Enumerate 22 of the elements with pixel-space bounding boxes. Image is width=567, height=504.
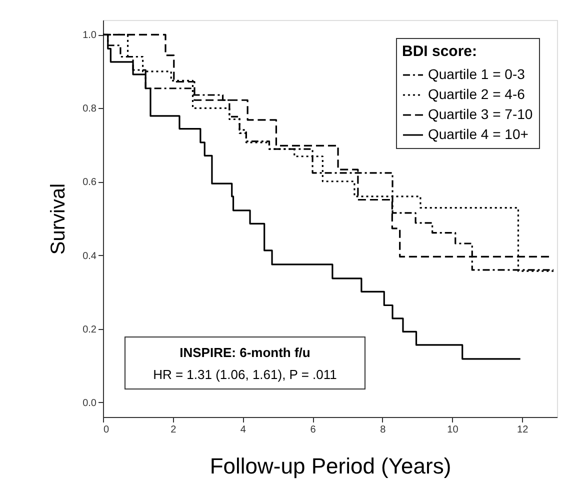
x-tick-label: 6 xyxy=(310,424,316,436)
y-tick-label: 0.2 xyxy=(82,324,97,336)
legend-label: Quartile 1 = 0-3 xyxy=(428,66,526,82)
y-tick-label: 0.0 xyxy=(82,398,97,409)
x-tick-label: 10 xyxy=(447,424,459,436)
legend-label: Quartile 4 = 10+ xyxy=(428,126,528,142)
x-tick-label: 2 xyxy=(170,424,177,436)
annotation: HR = 1.31 (1.06, 1.61), P = .011 xyxy=(153,367,337,382)
y-tick-label: 0.8 xyxy=(82,104,97,115)
x-tick-label: 12 xyxy=(517,424,529,436)
x-tick-label: 8 xyxy=(380,424,386,436)
x-tick-label: 4 xyxy=(240,424,246,436)
legend-label: Quartile 2 = 4-6 xyxy=(428,86,526,102)
x-axis-title: Follow-up Period (Years) xyxy=(210,454,452,478)
legend-title: BDI score: xyxy=(402,43,478,60)
legend-label: Quartile 3 = 7-10 xyxy=(428,106,533,122)
annotation: INSPIRE: 6-month f/u xyxy=(180,345,310,360)
y-tick-label: 0.4 xyxy=(82,250,97,262)
y-tick-label: 0.6 xyxy=(82,177,97,188)
x-tick-label: 0 xyxy=(104,424,110,436)
y-axis-title: Survival xyxy=(48,183,70,255)
y-tick-label: 1.0 xyxy=(82,30,97,42)
